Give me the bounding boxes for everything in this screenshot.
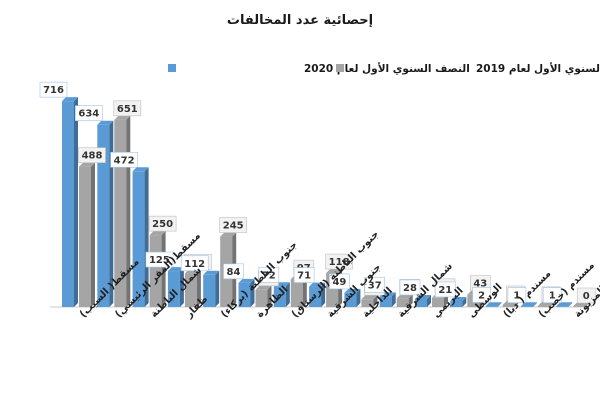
bar-s0-0 [62, 97, 78, 308]
bar-s1-3 [184, 269, 201, 307]
value-label-s0-2: 472 [110, 152, 138, 168]
bar-s0-3 [167, 267, 184, 307]
value-text-s0-7: 71 [297, 271, 311, 282]
value-label-s1-0: 488 [78, 147, 106, 163]
value-text-s0-5: 84 [227, 267, 241, 278]
bar-s1-9 [396, 294, 413, 307]
value-label-s1-7: 118 [325, 253, 353, 270]
value-label-s0-4: 112 [180, 255, 209, 272]
value-label-s0-9: 37 [364, 277, 386, 293]
bar-s0-4 [203, 270, 220, 307]
value-text-s0-6: 72 [262, 270, 276, 281]
bar-s1-0 [79, 162, 95, 307]
value-label-s0-8: 49 [329, 273, 350, 290]
value-text-s0-14: 1 [549, 291, 556, 302]
value-text-s1-14: 0 [583, 291, 590, 302]
value-label-s0-5: 84 [223, 263, 244, 280]
chart-title: إحصائية عدد المخالفات [227, 13, 373, 28]
value-label-s0-14: 1 [542, 287, 562, 304]
value-label-s0-6: 72 [258, 266, 280, 283]
value-label-s1-4: 245 [219, 217, 247, 233]
bar-s0-5 [238, 278, 255, 307]
value-text-s0-12: 2 [478, 290, 485, 301]
value-label-s0-11: 21 [434, 281, 456, 298]
legend: النصف السنوي الأول لعام 2020 النصف السنو… [168, 62, 600, 75]
value-text-s0-4: 112 [184, 259, 205, 270]
value-label-s0-0: 716 [39, 81, 68, 98]
value-text-s0-2: 472 [114, 155, 135, 166]
bar-s0-14 [556, 302, 573, 307]
legend-label-2019: النصف السنوي الأول لعام 2019 [476, 62, 600, 75]
value-label-s0-13: 1 [507, 287, 527, 304]
bar-s0-11 [450, 296, 467, 307]
bar-s0-10 [415, 294, 431, 307]
value-label-s1-2: 250 [148, 215, 177, 232]
bar-s0-13 [520, 302, 537, 307]
legend-item-2019: النصف السنوي الأول لعام 2019 [336, 62, 600, 75]
value-label-s0-7: 71 [293, 267, 315, 283]
value-text-s1-0: 488 [82, 151, 103, 162]
legend-swatch-2019 [336, 64, 344, 72]
bar-s0-12 [485, 302, 502, 307]
legend-label-2020: النصف السنوي الأول لعام 2020 [304, 62, 470, 75]
bar-s0-6 [273, 282, 290, 307]
value-text-s1-7: 118 [329, 257, 350, 268]
value-text-s1-1: 651 [117, 104, 138, 115]
value-label-s1-1: 651 [113, 100, 142, 117]
value-text-s0-13: 1 [513, 291, 520, 302]
value-text-s1-11: 43 [473, 279, 487, 290]
value-label-s0-3: 125 [145, 251, 174, 268]
value-labels: 7164886346514722501251171122458460729771… [39, 81, 596, 304]
value-label-s0-1: 634 [75, 105, 103, 122]
legend-item-2020: النصف السنوي الأول لعام 2020 [168, 62, 470, 75]
value-label-s0-10: 28 [399, 279, 421, 296]
value-text-s0-10: 28 [403, 283, 417, 294]
bar-s0-7 [309, 282, 326, 307]
bar-s0-2 [132, 167, 149, 307]
value-text-s0-0: 716 [43, 85, 64, 96]
value-text-s1-2: 250 [152, 219, 173, 230]
bar-s0-8 [344, 288, 361, 307]
value-label-s0-12: 2 [472, 287, 491, 303]
bar-s1-5 [255, 285, 272, 307]
value-text-s0-3: 125 [149, 255, 170, 266]
value-text-s0-1: 634 [78, 109, 99, 120]
bar-s1-8 [361, 295, 378, 307]
value-text-s0-8: 49 [332, 277, 346, 288]
value-text-s1-4: 245 [223, 221, 244, 232]
value-text-s0-9: 37 [368, 280, 382, 291]
value-text-s0-11: 21 [438, 285, 452, 296]
legend-swatch-2020 [168, 64, 176, 72]
value-label-s1-14: 0 [576, 287, 596, 304]
bars [62, 97, 590, 308]
